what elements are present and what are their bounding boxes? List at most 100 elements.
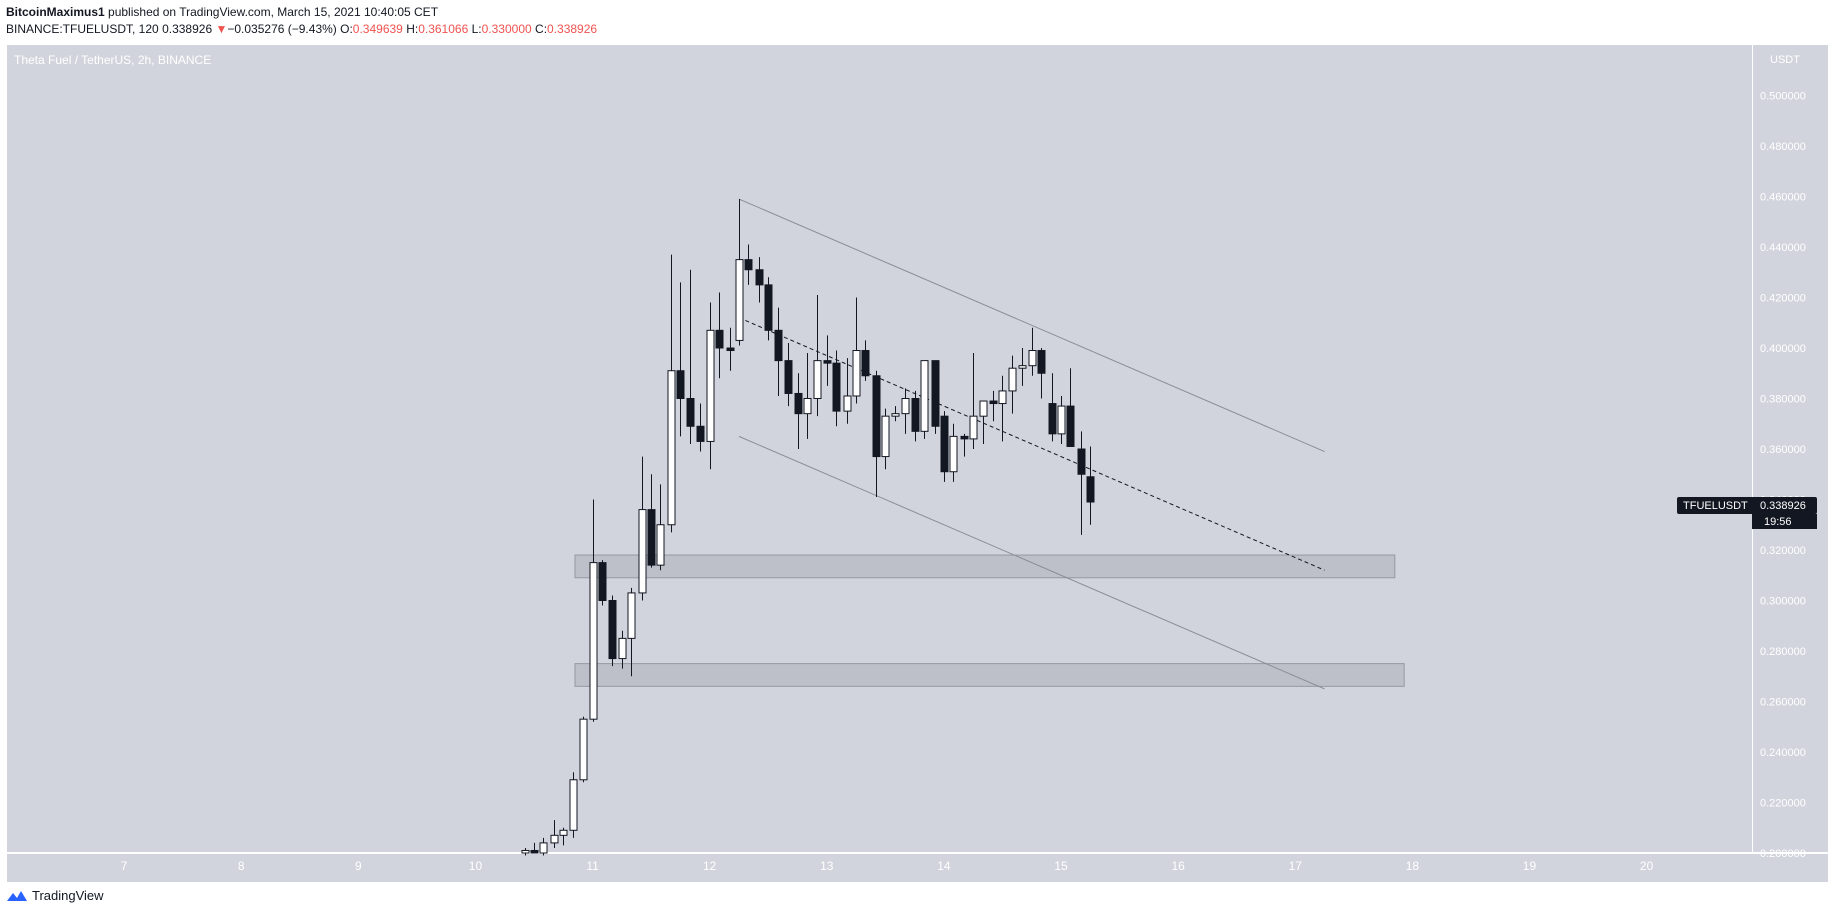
bar-countdown: 19:56 [1764, 516, 1792, 528]
x-tick-label: 12 [703, 859, 717, 873]
author-name[interactable]: BitcoinMaximus1 [6, 5, 105, 19]
x-tick-label: 14 [937, 859, 951, 873]
x-tick-label: 19 [1523, 859, 1537, 873]
last-price: 0.338926 [162, 22, 213, 36]
candle-body [589, 562, 598, 720]
candle [744, 244, 753, 285]
symbol-label: BINANCE:TFUELUSDT, 120 [6, 22, 159, 36]
time-axis[interactable] [7, 853, 1828, 882]
candle-body [521, 849, 530, 854]
candle [686, 269, 695, 444]
x-tick-label: 17 [1289, 859, 1303, 873]
candle [559, 827, 568, 846]
candle-body [979, 400, 988, 417]
last-price-value: 0.338926 [1760, 500, 1806, 512]
y-tick-label: 0.220000 [1760, 798, 1806, 810]
candle [1037, 348, 1046, 399]
candle [813, 294, 822, 417]
candle-body [715, 329, 724, 349]
candle [638, 456, 647, 601]
candle-body [852, 350, 861, 397]
candle-body [813, 360, 822, 399]
y-tick-label: 0.280000 [1760, 646, 1806, 658]
candle [794, 373, 803, 449]
candle [940, 411, 949, 482]
y-tick-label: 0.240000 [1760, 747, 1806, 759]
candle [656, 484, 665, 571]
candle [1077, 431, 1086, 535]
candle-body [530, 849, 539, 854]
candle-body [559, 829, 568, 836]
candle-body [550, 834, 559, 844]
candle-body [960, 435, 969, 440]
candle [579, 716, 588, 783]
candle-body [638, 509, 647, 594]
candle [881, 408, 890, 470]
x-tick-label: 13 [820, 859, 834, 873]
candle-body [861, 350, 870, 377]
candle [627, 587, 636, 677]
candle [774, 307, 783, 396]
candle [1057, 395, 1066, 444]
candle-body [843, 395, 852, 412]
candle-body [911, 398, 920, 432]
candle-body [618, 637, 627, 660]
candle-body [706, 329, 715, 442]
price-change: −0.035276 (−9.43%) [227, 22, 337, 36]
chart-title: Theta Fuel / TetherUS, 2h, BINANCE [14, 53, 211, 67]
candle [979, 400, 988, 444]
candle [969, 353, 978, 449]
candle-body [803, 398, 812, 415]
candle [949, 423, 958, 482]
candle-body [784, 360, 793, 394]
candle [852, 297, 861, 404]
last-price-tag: TFUELUSDT 0.338926 19:56 [1677, 497, 1817, 529]
candle-body [764, 284, 773, 331]
published-info: published on TradingView.com, March 15, … [104, 5, 439, 19]
x-tick-label: 18 [1406, 859, 1420, 873]
x-tick-label: 8 [238, 859, 245, 873]
candle-body [735, 259, 744, 341]
candle [1028, 327, 1037, 376]
upper-channel [738, 198, 1325, 452]
price-axis[interactable] [1752, 45, 1828, 852]
footer-brand-label: TradingView [32, 888, 104, 903]
candle-body [794, 392, 803, 415]
candle [667, 254, 676, 533]
support-zone-lower [574, 663, 1405, 687]
candle [803, 353, 812, 439]
candle-body [998, 390, 1007, 405]
candle [1066, 368, 1075, 447]
candle [706, 302, 715, 470]
open-label: O: [340, 22, 353, 36]
candle [1008, 355, 1017, 414]
high-label: H: [406, 22, 419, 36]
candle [521, 847, 530, 856]
y-tick-label: 0.320000 [1760, 545, 1806, 557]
candle-body [931, 360, 940, 427]
candle-body [696, 425, 705, 442]
candle [823, 335, 832, 386]
candle [608, 595, 617, 667]
candle [589, 499, 598, 722]
y-tick-label: 0.480000 [1760, 141, 1806, 153]
candle-body [647, 509, 656, 566]
x-tick-label: 16 [1171, 859, 1185, 873]
x-tick-label: 9 [355, 859, 362, 873]
symbol-line: BINANCE:TFUELUSDT, 120 0.338926 ▼−0.0352… [6, 21, 597, 38]
candle-body [872, 375, 881, 458]
x-tick-label: 15 [1054, 859, 1068, 873]
candle [539, 837, 548, 856]
candle-body [656, 524, 665, 566]
price-unit-label: USDT [1770, 54, 1800, 66]
candle [998, 375, 1007, 442]
candle [598, 560, 607, 606]
candle-body [598, 562, 607, 601]
close-label: C: [535, 22, 548, 36]
candle-body [1086, 476, 1095, 503]
footer-brand[interactable]: TradingView [6, 888, 104, 903]
candle [569, 772, 578, 838]
candle-body [832, 362, 841, 412]
candle [920, 360, 929, 439]
